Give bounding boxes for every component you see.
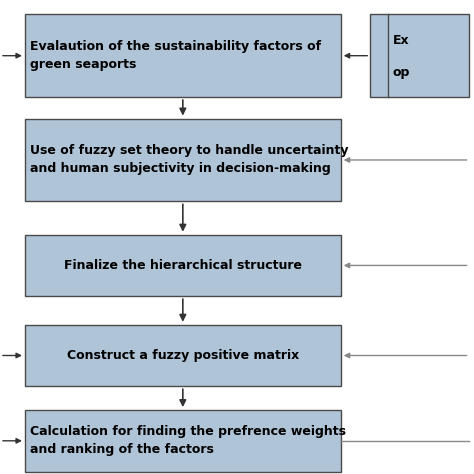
Text: Use of fuzzy set theory to handle uncertainty
and human subjectivity in decision: Use of fuzzy set theory to handle uncert… (30, 145, 349, 175)
Text: Construct a fuzzy positive matrix: Construct a fuzzy positive matrix (67, 349, 299, 362)
Bar (25, 235, 341, 296)
Text: op: op (393, 66, 410, 79)
Bar (25, 325, 341, 386)
Text: Evalaution of the sustainability factors of
green seaports: Evalaution of the sustainability factors… (30, 40, 321, 71)
Bar (370, 14, 469, 97)
Text: Finalize the hierarchical structure: Finalize the hierarchical structure (64, 259, 302, 272)
Bar (25, 14, 341, 97)
Bar (25, 410, 341, 472)
Text: Calculation for finding the prefrence weights
and ranking of the factors: Calculation for finding the prefrence we… (30, 425, 346, 456)
Bar (25, 118, 341, 201)
Text: Ex: Ex (393, 34, 410, 47)
